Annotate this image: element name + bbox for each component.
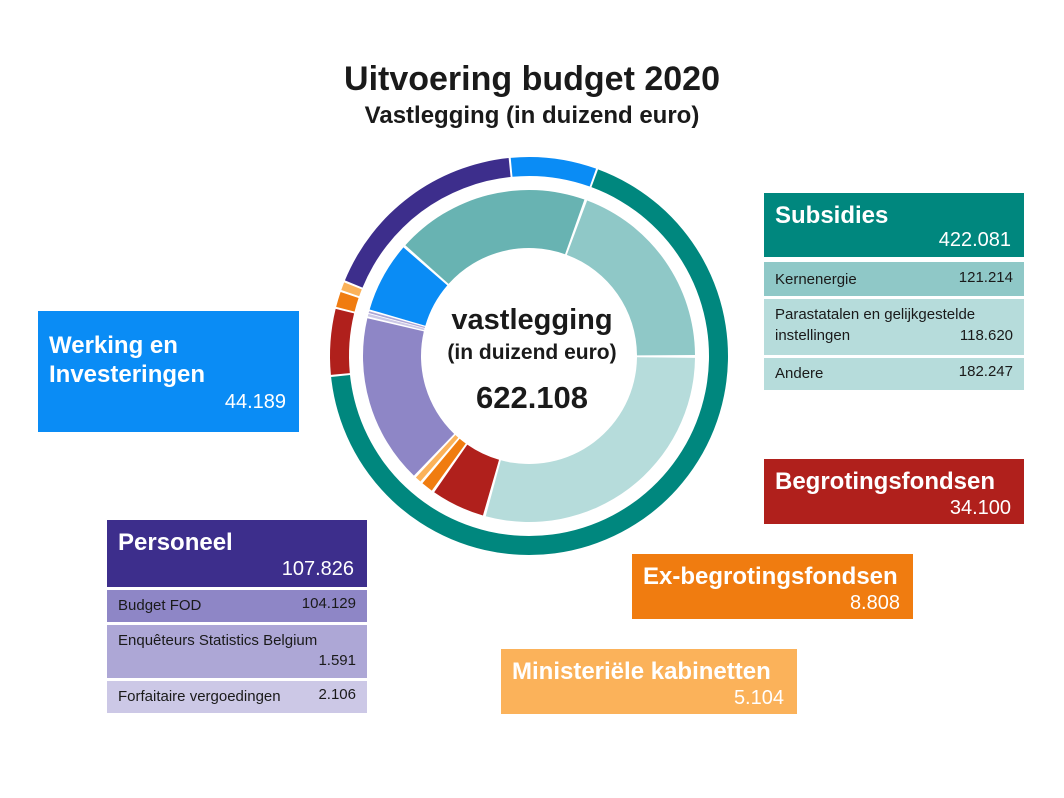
outer-slice-ex-begrotingsfondsen <box>336 291 359 312</box>
subsidies-item-value: 118.620 <box>959 327 1013 344</box>
category-begrotingsfondsen-label: Begrotingsfondsen <box>775 468 995 495</box>
category-personeel-value: 107.826 <box>281 558 354 580</box>
inner-slice-begrotingsfondsen <box>434 444 500 516</box>
inner-slice-parastatalen-en-gelijkgestelde-instellingen <box>405 189 585 284</box>
subsidies-item-parastatalen: Parastatalen en gelijkgestelde instellin… <box>764 299 1024 355</box>
chart-subtitle: Vastlegging (in duizend euro) <box>364 102 700 129</box>
category-begrotingsfondsen: Begrotingsfondsen 34.100 <box>764 459 1024 524</box>
inner-slice-ex-begrotingsfondsen <box>422 438 466 491</box>
inner-slice-forfaitaire-vergoedingen <box>367 313 425 331</box>
inner-slice-enqueteurs-statistics-belgium <box>368 311 426 329</box>
outer-slice-ministeriele-kabinetten <box>341 282 362 297</box>
category-subsidies-label: Subsidies <box>775 202 889 229</box>
category-werking-label: Werking en Investeringen <box>49 332 206 388</box>
personeel-item-value: 1.591 <box>318 652 356 669</box>
subsidies-item-label: Kernenergie <box>775 271 857 288</box>
center-unit: (in duizend euro) <box>447 341 617 364</box>
category-subsidies-value: 422.081 <box>938 229 1011 251</box>
category-kabinetten-label: Ministeriële kabinetten <box>512 658 771 685</box>
inner-slice-andere <box>485 357 695 522</box>
category-exbegrotingsfondsen-value: 8.808 <box>849 592 900 614</box>
category-begrotingsfondsen-value: 34.100 <box>949 497 1011 519</box>
subsidies-item-andere: Andere 182.247 <box>764 358 1024 390</box>
inner-slice-werking-en-investeringen <box>369 247 448 326</box>
inner-slice-ministeriele-kabinetten <box>415 435 459 482</box>
personeel-item-value: 2.106 <box>318 686 356 703</box>
personeel-item-budget-fod: Budget FOD 104.129 <box>107 590 367 622</box>
category-werking: Werking en Investeringen 44.189 <box>38 311 299 432</box>
personeel-item-label: Budget FOD <box>118 597 202 614</box>
personeel-item-enqueteurs: Enquêteurs Statistics Belgium 1.591 <box>107 625 367 678</box>
category-subsidies: Subsidies 422.081 <box>764 193 1024 257</box>
inner-slice-kernenergie <box>566 200 695 356</box>
personeel-item-forfaitaire: Forfaitaire vergoedingen 2.106 <box>107 681 367 713</box>
subsidies-item-label: Parastatalen en gelijkgestelde instellin… <box>775 306 976 344</box>
category-exbegrotingsfondsen: Ex-begrotingsfondsen 8.808 <box>632 554 913 619</box>
center-label: vastlegging <box>451 304 613 336</box>
category-kabinetten-value: 5.104 <box>733 687 784 709</box>
outer-slice-begrotingsfondsen <box>330 308 355 375</box>
category-kabinetten: Ministeriële kabinetten 5.104 <box>501 649 797 714</box>
center-total: 622.108 <box>475 380 589 415</box>
outer-slice-werking-en-investeringen <box>510 156 597 187</box>
subsidies-item-value: 121.214 <box>958 269 1013 286</box>
outer-slice-personeel <box>344 158 511 288</box>
chart-title: Uitvoering budget 2020 <box>344 60 720 98</box>
personeel-item-label: Enquêteurs Statistics Belgium <box>118 632 318 649</box>
subsidies-item-kernenergie: Kernenergie 121.214 <box>764 262 1024 296</box>
category-personeel-label: Personeel <box>118 529 233 556</box>
category-werking-value: 44.189 <box>224 391 286 413</box>
inner-slice-budget-fod <box>363 318 455 476</box>
personeel-item-label: Forfaitaire vergoedingen <box>118 688 281 705</box>
personeel-item-value: 104.129 <box>301 595 356 612</box>
subsidies-item-value: 182.247 <box>958 363 1013 380</box>
category-personeel: Personeel 107.826 <box>107 520 367 587</box>
category-exbegrotingsfondsen-label: Ex-begrotingsfondsen <box>643 563 898 590</box>
subsidies-item-label: Andere <box>775 365 824 382</box>
